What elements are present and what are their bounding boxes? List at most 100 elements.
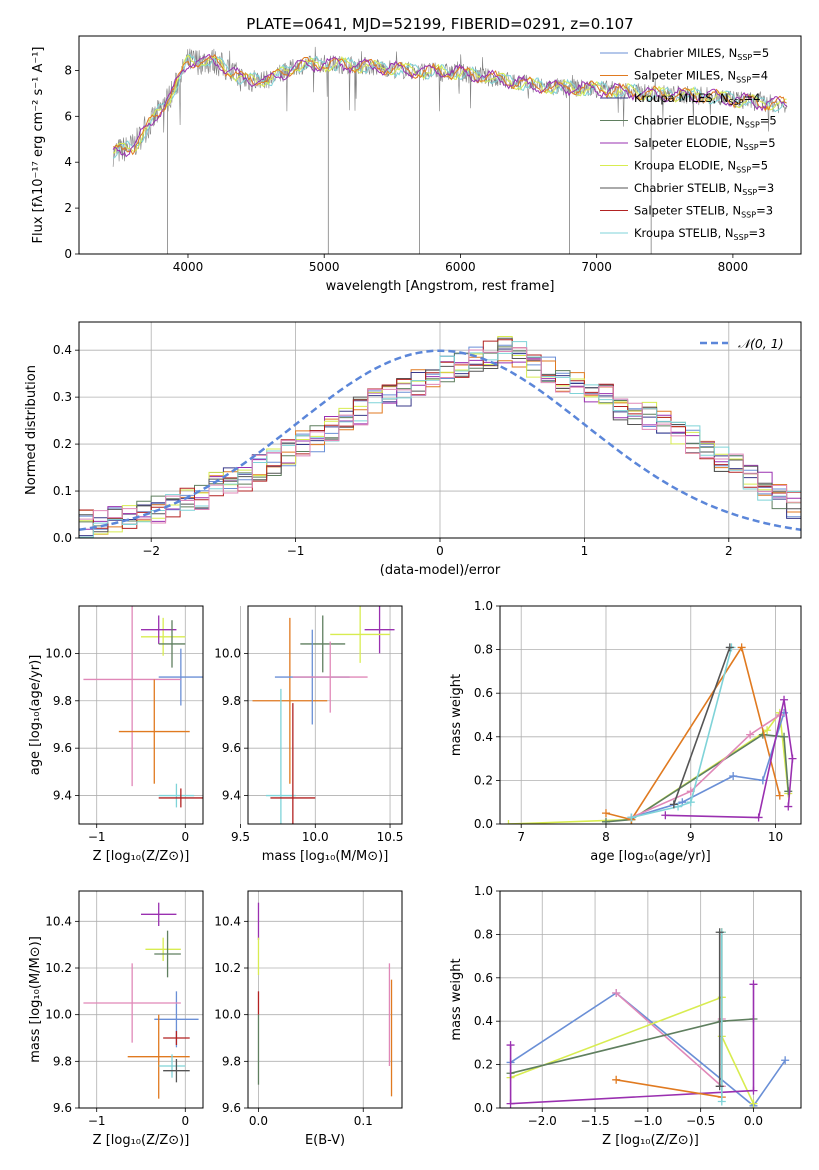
y-tick-label: 0.6 [474, 686, 493, 700]
y-tick-label: 0.0 [474, 817, 493, 831]
weight-marker [686, 798, 695, 807]
y-tick-label: 0.4 [53, 343, 72, 357]
x-tick-label: 9.5 [231, 830, 250, 844]
weight-marker [763, 726, 772, 735]
figure-title: PLATE=0641, MJD=52199, FIBERID=0291, z=0… [246, 15, 633, 33]
y-tick-label: 8 [64, 63, 72, 77]
weight-marker [669, 800, 678, 809]
y-tick-label: 10.2 [214, 961, 241, 975]
y-tick-label: 2 [64, 201, 72, 215]
x-axis-label: mass [log₁₀(M/M⊙)] [262, 849, 389, 864]
y-axis-label: Flux [fλ10⁻¹⁷ erg cm⁻² s⁻¹ A⁻¹] [31, 47, 46, 244]
x-tick-label: 0 [436, 544, 444, 558]
x-tick-label: 8 [602, 830, 610, 844]
x-tick-label: −0.5 [686, 1114, 715, 1128]
weight_vs_Z-marks [506, 928, 790, 1108]
weight_vs_Z-frame [499, 890, 802, 1109]
weight-marker [715, 1082, 724, 1091]
age_vs_mass-marks [252, 606, 395, 824]
residual-histogram [79, 347, 801, 524]
y-tick-label: 9.4 [222, 789, 241, 803]
y-tick-label: 9.8 [53, 1054, 72, 1068]
age_vs_Z-panel: −1 0 9.4 9.6 9.8 10.0 Z [log₁₀(Z/Z⊙)] age [log₁… [28, 605, 204, 864]
y-tick-label: 0.1 [53, 484, 72, 498]
x-tick-label: 0.1 [354, 1114, 373, 1128]
mass_vs_Z-plot-area [79, 891, 203, 1109]
weight-marker [601, 817, 610, 824]
legend-label: Kroupa MILES, NSSP=4 [634, 91, 760, 107]
x-tick-label: 1 [581, 544, 589, 558]
mass_vs_Z-panel: −1 0 9.6 9.8 10.0 10.2 10.4 Z [log₁₀(Z/Z⊙)] mass… [28, 890, 204, 1148]
y-tick-label: 4 [64, 155, 72, 169]
spectrum-frame [78, 35, 802, 255]
weight-marker [758, 776, 767, 785]
y-axis-label: mass weight [449, 958, 464, 1040]
legend-label: 𝒩(0, 1) [738, 336, 784, 351]
y-tick-label: 0.6 [474, 971, 493, 985]
weight-marker [612, 1075, 621, 1084]
x-tick-label: 0 [181, 830, 189, 844]
y-tick-label: 0.0 [474, 1101, 493, 1115]
y-tick-label: 10.0 [45, 1008, 72, 1022]
age_vs_Z-frame [78, 605, 204, 825]
weight-marker [749, 1086, 758, 1095]
x-tick-label: −1.0 [633, 1114, 662, 1128]
legend-label: Kroupa STELIB, NSSP=3 [634, 226, 765, 242]
weight-marker [749, 1099, 758, 1108]
weight_vs_Z-plot-area [500, 890, 801, 1109]
legend-label: Chabrier STELIB, NSSP=3 [634, 181, 774, 197]
residuals-panel: −2 −1 0 1 2 0.0 0.1 0.2 0.3 0.4 (data-model)/error… [24, 321, 802, 578]
model-spectrum [112, 53, 787, 159]
weight-line [510, 1018, 754, 1075]
x-tick-label: 0.0 [744, 1114, 763, 1128]
y-tick-label: 9.8 [222, 694, 241, 708]
x-tick-label: 0.0 [249, 1114, 268, 1128]
legend-label: Salpeter MILES, NSSP=4 [634, 69, 768, 85]
x-tick-label: 2 [725, 544, 733, 558]
weight_vs_Z-panel: −2.0 −1.5 −1.0 −0.5 0.0 0.0 0.2 0.4 0.6 0.8 1.0 Z [… [449, 884, 802, 1148]
x-tick-label: 9 [687, 830, 695, 844]
weight-marker [746, 730, 755, 739]
y-tick-label: 9.8 [222, 1054, 241, 1068]
y-tick-label: 0.8 [474, 643, 493, 657]
x-tick-label: 4000 [173, 260, 204, 274]
y-tick-label: 0.2 [53, 437, 72, 451]
y-axis-label: Normed distribution [24, 365, 39, 495]
y-tick-label: 0.0 [53, 531, 72, 545]
weight-line [510, 996, 755, 1105]
residual-histogram [79, 341, 801, 538]
weight-marker [754, 813, 763, 822]
legend-label: Salpeter STELIB, NSSP=3 [634, 204, 773, 220]
y-tick-label: 0 [64, 247, 72, 261]
weight-marker [717, 1097, 726, 1106]
weight-marker [612, 988, 621, 997]
y-tick-label: 10.0 [214, 1008, 241, 1022]
x-tick-label: −1.5 [580, 1114, 609, 1128]
x-tick-label: 5000 [309, 260, 340, 274]
weight-line [631, 714, 781, 819]
weight-marker [627, 813, 636, 822]
y-axis-label: mass [log₁₀(M/M⊙)] [28, 936, 43, 1063]
x-tick-label: 8000 [718, 260, 749, 274]
weight_vs_age-frame [499, 605, 802, 825]
y-tick-label: 0.2 [474, 1058, 493, 1072]
weight-marker [504, 820, 513, 824]
y-tick-label: 0.3 [53, 390, 72, 404]
weight-line [631, 712, 785, 819]
x-tick-label: −2.0 [528, 1114, 557, 1128]
y-tick-label: 9.6 [53, 1101, 72, 1115]
y-tick-label: 10.0 [214, 646, 241, 660]
x-tick-label: 0 [181, 1114, 189, 1128]
x-tick-label: 7 [517, 830, 525, 844]
mass_vs_Z-frame [78, 890, 204, 1109]
age_vs_Z-marks [83, 606, 203, 808]
x-tick-label: −1 [88, 1114, 106, 1128]
weight-marker [674, 802, 683, 811]
age_vs_mass-plot-area [240, 606, 402, 824]
y-tick-label: 10.4 [45, 914, 72, 928]
x-tick-label: 10 [768, 830, 783, 844]
y-tick-label: 1.0 [474, 599, 493, 613]
weight-line [605, 645, 781, 821]
weight-marker [780, 695, 789, 704]
